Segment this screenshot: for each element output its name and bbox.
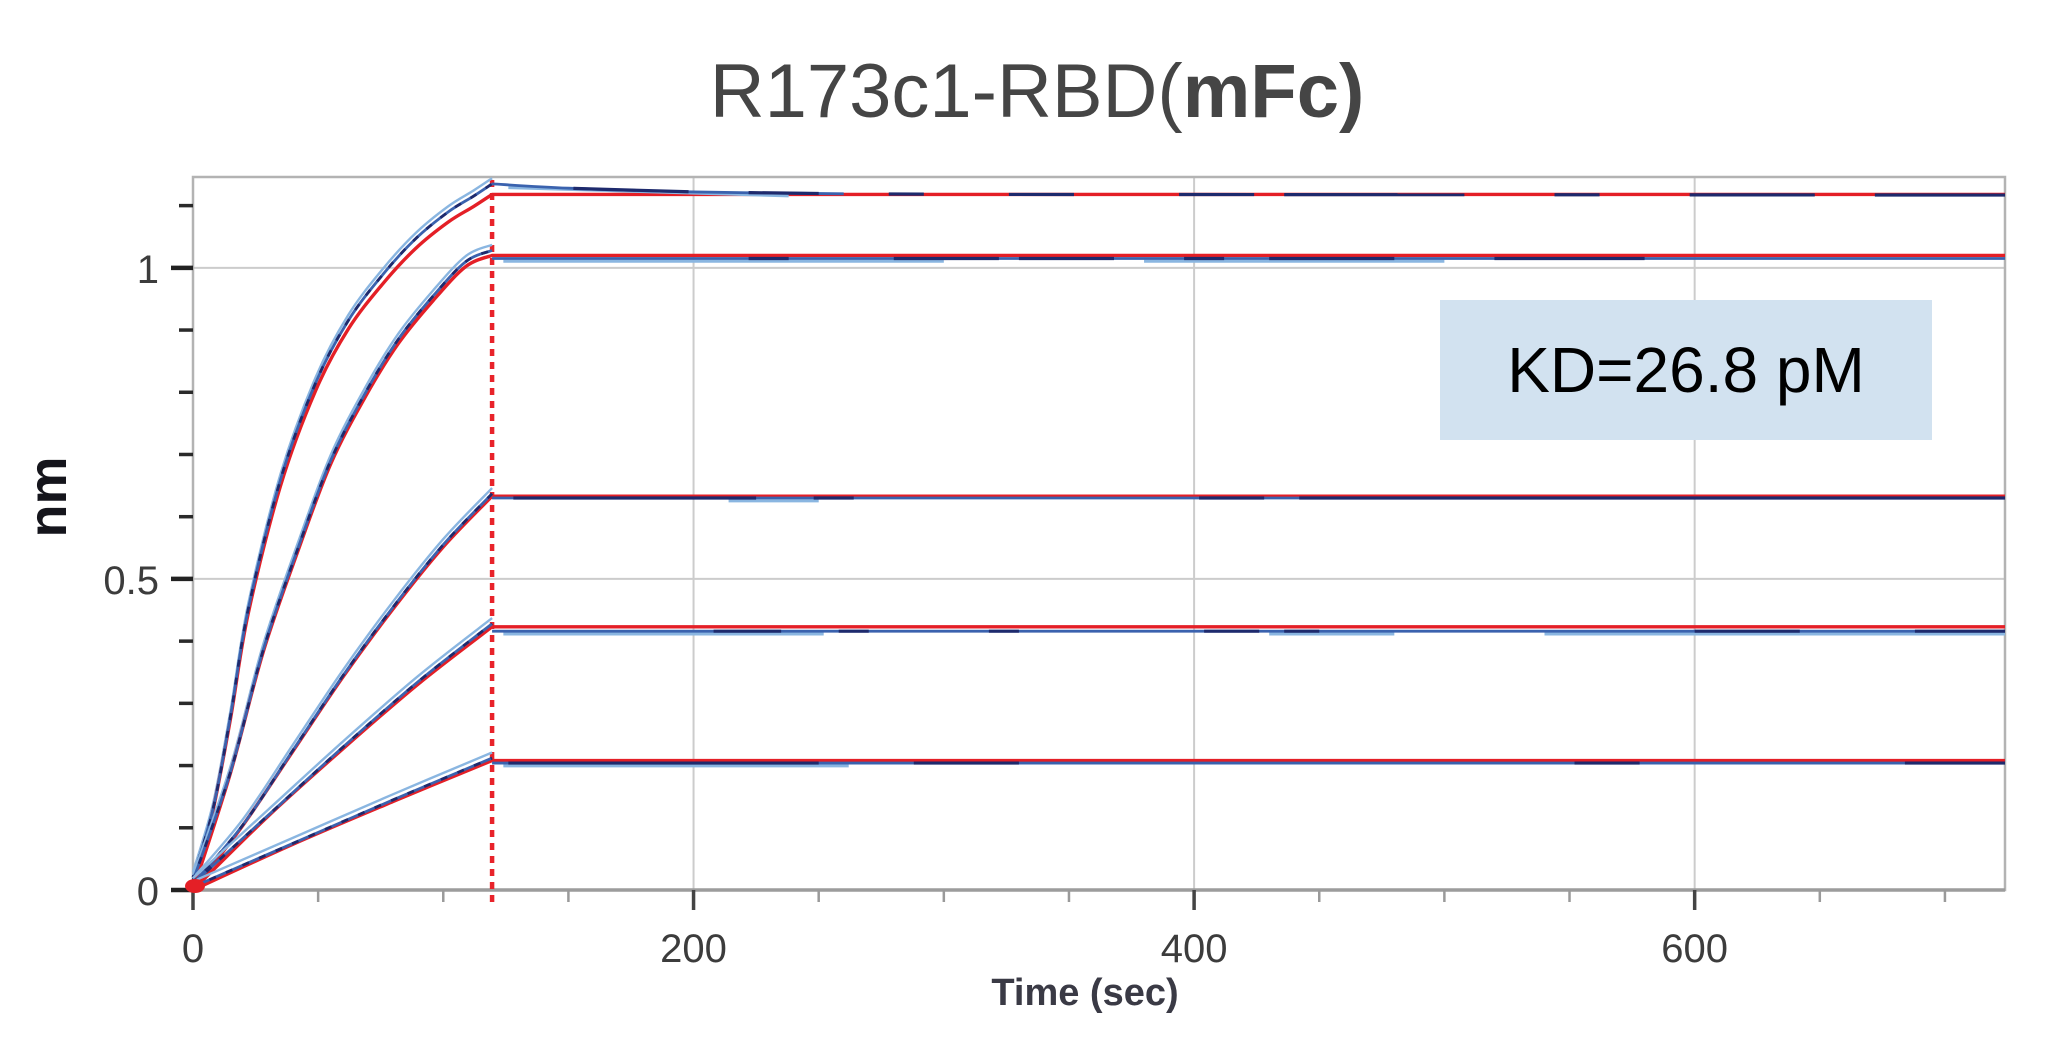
data-navy-segment: [573, 186, 689, 194]
y-tick-label: 0.5: [103, 559, 159, 603]
trace-3: [191, 487, 2005, 892]
fit-curve: [191, 192, 2005, 891]
chart-title: R173c1-RBD(mFc): [710, 48, 1365, 135]
association-data-halo: [192, 617, 493, 880]
origin-data-cluster: [185, 879, 205, 893]
fit-curve: [191, 494, 2005, 892]
chart-title-regular: R173c1-RBD(: [709, 49, 1183, 134]
association-data-points: [192, 622, 493, 885]
plot-frame: [191, 175, 2007, 892]
x-tick-label: 600: [1661, 927, 1728, 971]
association-data-points: [191, 492, 494, 885]
x-axis-title: Time (sec): [991, 972, 1179, 1014]
axis-ticks: 0 0.5 1 0 200 400 600: [103, 203, 1947, 971]
y-tick-label: 0: [137, 870, 159, 914]
kd-annotation-label: KD=26.8 pM: [1507, 334, 1865, 406]
association-data-points: [191, 249, 493, 882]
x-tick-label: 400: [1161, 927, 1228, 971]
x-tick-label: 200: [660, 927, 727, 971]
y-axis-title: nm: [18, 456, 78, 538]
association-data-halo: [192, 487, 493, 879]
association-data-points: [192, 756, 493, 889]
association-data-halo: [192, 751, 493, 883]
trace-4: [191, 617, 2005, 892]
association-data: [191, 249, 493, 882]
trace-5-lowest-conc: [192, 751, 2005, 892]
association-data: [191, 182, 493, 878]
fit-curve: [191, 625, 2005, 892]
trace-1-highest-conc: [191, 177, 2006, 891]
trace-2: [191, 243, 2005, 891]
kd-annotation: KD=26.8 pM: [1440, 300, 1932, 440]
y-tick-label: 1: [137, 248, 159, 292]
data-navy-segment: [748, 191, 819, 196]
gridlines: [193, 177, 2005, 890]
association-data-points: [191, 182, 493, 878]
chart-title-bold: mFc): [1182, 49, 1365, 134]
fit-curve: [192, 758, 2005, 892]
x-tick-label: 0: [182, 927, 204, 971]
